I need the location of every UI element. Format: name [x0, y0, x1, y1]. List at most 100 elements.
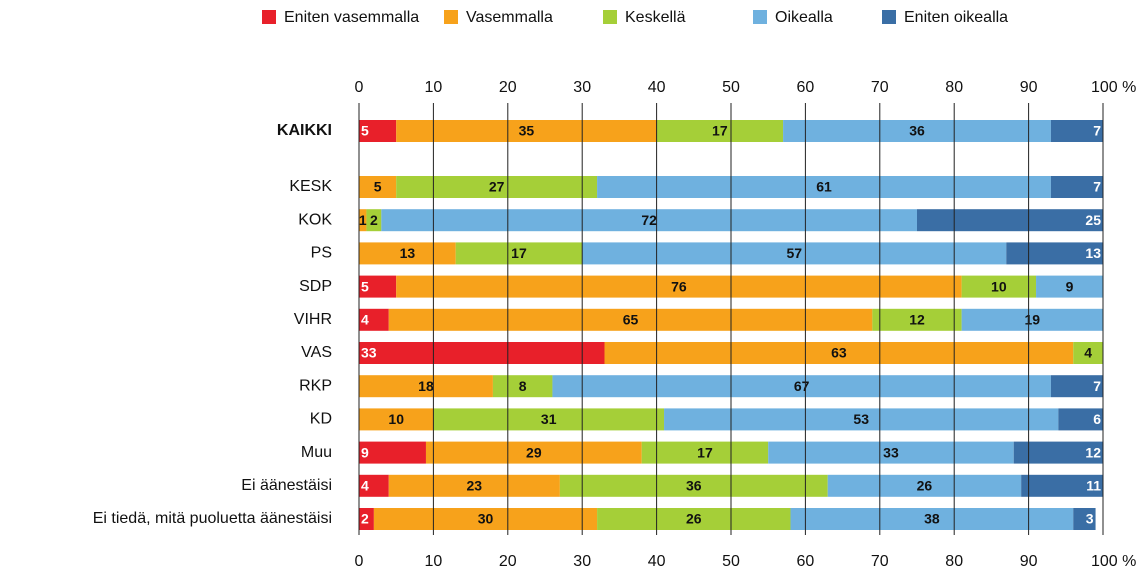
value-label: 7 — [1093, 179, 1101, 195]
value-label: 13 — [1085, 245, 1101, 261]
value-label: 25 — [1085, 212, 1101, 228]
bar-segment — [1013, 441, 1103, 464]
x-tick-label: 70 — [871, 553, 889, 570]
x-tick-label: 10 — [425, 553, 443, 570]
bar-segment — [359, 408, 434, 431]
x-tick-label: 90 — [1020, 553, 1038, 570]
bar-segment — [656, 120, 784, 142]
value-label: 10 — [991, 278, 1007, 294]
legend-swatch — [753, 10, 767, 24]
value-label: 17 — [697, 444, 713, 460]
bar-segment — [1073, 342, 1103, 364]
bar-segment — [396, 275, 962, 298]
bar-segment — [783, 120, 1051, 142]
bar-segment — [396, 176, 598, 198]
bar-segment — [381, 209, 917, 232]
value-label: 5 — [361, 278, 369, 294]
x-tick-label: 0 — [355, 553, 364, 570]
value-label: 26 — [917, 478, 933, 494]
value-label: 5 — [361, 123, 369, 139]
value-label: 8 — [519, 378, 527, 394]
value-label: 29 — [526, 444, 542, 460]
value-label: 10 — [388, 411, 404, 427]
bar-segment — [366, 209, 382, 232]
value-label: 61 — [816, 179, 832, 195]
x-tick-label: 0 — [355, 79, 364, 96]
value-label: 53 — [853, 411, 869, 427]
x-tick-label: 60 — [797, 79, 815, 96]
legend-label: Vasemmalla — [466, 9, 553, 26]
bar-segment — [455, 242, 583, 265]
bar-segment — [559, 474, 828, 497]
bar-segment — [827, 474, 1022, 497]
value-label: 7 — [1093, 378, 1101, 394]
x-tick-label: 50 — [722, 553, 740, 570]
value-label: 5 — [374, 179, 382, 195]
legend-swatch — [444, 10, 458, 24]
value-label: 76 — [671, 278, 687, 294]
x-tick-label: 80 — [945, 79, 963, 96]
value-label: 13 — [400, 245, 416, 261]
x-tick-label: 50 — [722, 79, 740, 96]
x-tick-label: 40 — [648, 553, 666, 570]
x-tick-label: 20 — [499, 79, 517, 96]
bar-segment — [1006, 242, 1103, 265]
x-tick-label: 10 — [425, 79, 443, 96]
value-label: 2 — [361, 511, 369, 527]
bar-segment — [582, 242, 1007, 265]
bar-segment — [1050, 375, 1103, 398]
x-tick-label: 60 — [797, 553, 815, 570]
bar-segment — [597, 508, 791, 530]
bar-segment — [359, 474, 389, 497]
bar-segment — [552, 375, 1051, 398]
value-label: 36 — [909, 123, 925, 139]
bar-segment — [359, 375, 493, 398]
value-label: 30 — [478, 511, 494, 527]
legend-swatch — [603, 10, 617, 24]
value-label: 17 — [712, 123, 728, 139]
value-label: 6 — [1093, 411, 1101, 427]
value-label: 26 — [686, 511, 702, 527]
x-tick-label: 30 — [573, 79, 591, 96]
bar-segment — [1050, 176, 1103, 198]
bar-segment — [1073, 508, 1096, 530]
value-label: 31 — [541, 411, 557, 427]
category-label: PS — [311, 245, 332, 262]
category-label: Ei äänestäisi — [241, 477, 332, 494]
bar-segment — [961, 275, 1037, 298]
value-label: 57 — [786, 245, 802, 261]
category-label: VIHR — [294, 311, 332, 328]
value-label: 35 — [519, 123, 535, 139]
value-label: 4 — [361, 312, 369, 328]
bar-segment — [604, 342, 1074, 364]
value-label: 63 — [831, 345, 847, 361]
bar-segment — [373, 508, 598, 530]
category-label: Ei tiedä, mitä puoluetta äänestäisi — [93, 510, 332, 527]
legend-label: Eniten vasemmalla — [284, 9, 419, 26]
value-label: 23 — [467, 478, 483, 494]
x-tick-label: 100 % — [1091, 553, 1136, 570]
category-label: VAS — [301, 344, 332, 361]
value-label: 19 — [1025, 312, 1041, 328]
legend-label: Eniten oikealla — [904, 9, 1008, 26]
value-label: 17 — [511, 245, 527, 261]
bar-segment — [961, 308, 1103, 331]
x-tick-label: 100 % — [1091, 79, 1136, 96]
bar-segment — [597, 176, 1051, 198]
bar-segment — [641, 441, 769, 464]
bar-segment — [1058, 408, 1103, 431]
bar-segment — [388, 474, 560, 497]
value-label: 38 — [924, 511, 940, 527]
bar-segment — [359, 176, 397, 198]
value-label: 33 — [361, 345, 377, 361]
bar-segment — [872, 308, 962, 331]
category-label: KOK — [298, 211, 332, 228]
value-label: 36 — [686, 478, 702, 494]
value-label: 2 — [370, 212, 378, 228]
x-tick-label: 20 — [499, 553, 517, 570]
value-label: 72 — [641, 212, 657, 228]
bar-segment — [359, 308, 389, 331]
bar-segment — [917, 209, 1103, 232]
value-label: 11 — [1086, 478, 1101, 494]
